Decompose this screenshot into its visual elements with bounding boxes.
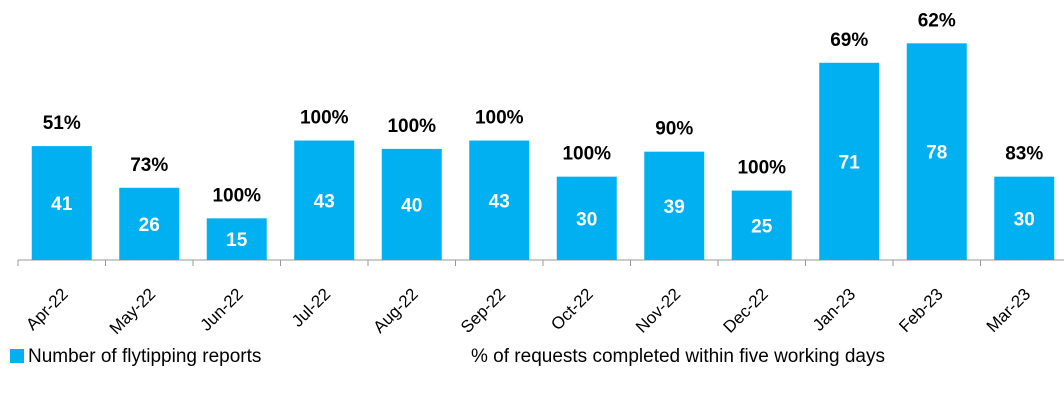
x-tick-label: Sep-22 (457, 285, 509, 337)
bar (469, 140, 530, 260)
percent-label: 90% (655, 119, 693, 140)
x-tick-label: Aug-22 (370, 285, 422, 337)
percent-label: 100% (562, 144, 611, 165)
bar-value-label: 43 (314, 191, 335, 212)
x-tick-label: Dec-22 (720, 285, 772, 337)
bar (31, 146, 92, 260)
bar-value-label: 40 (401, 195, 422, 216)
bar (819, 62, 880, 261)
bar (556, 176, 617, 260)
bar-value-label: 78 (926, 143, 947, 164)
x-tick-label: May-22 (106, 285, 160, 339)
legend: Number of flytipping reports % of reques… (10, 346, 885, 367)
bar (994, 176, 1055, 260)
bar-value-label: 41 (51, 194, 73, 215)
bar-value-label: 30 (1014, 209, 1035, 230)
x-tick-label: Mar-23 (983, 285, 1035, 337)
x-tick-label: Jan-23 (809, 285, 859, 335)
legend-label: Number of flytipping reports (28, 346, 261, 367)
percent-label: 100% (475, 108, 524, 129)
bar (119, 187, 180, 260)
bar-value-label: 30 (576, 209, 597, 230)
x-tick-label: Jun-22 (197, 285, 247, 335)
x-tick-label: Jul-22 (288, 285, 334, 331)
bar (644, 151, 705, 260)
bar (906, 43, 967, 261)
percent-label: 100% (300, 108, 349, 129)
legend-swatch (10, 349, 24, 363)
percent-label: 100% (737, 158, 786, 179)
bar-value-label: 39 (664, 197, 685, 218)
bar-value-label: 71 (839, 152, 861, 173)
bar-value-label: 26 (139, 215, 160, 236)
percent-label: 69% (830, 30, 868, 51)
x-tick-label: Nov-22 (632, 285, 684, 337)
percent-label: 100% (212, 185, 261, 206)
x-tick-label: Apr-22 (22, 285, 72, 335)
bar-value-label: 25 (751, 216, 773, 237)
bar-value-label: 15 (226, 230, 248, 251)
percent-label: 83% (1005, 144, 1043, 165)
bar-value-label: 43 (489, 191, 510, 212)
x-tick-label: Feb-23 (895, 285, 947, 337)
percent-label: 73% (130, 155, 168, 176)
percent-label: 62% (918, 10, 956, 31)
bar (731, 190, 792, 260)
legend-label: % of requests completed within five work… (471, 346, 885, 367)
percent-label: 100% (387, 116, 436, 137)
percent-label: 51% (43, 113, 81, 134)
bar (294, 140, 355, 260)
bar (381, 148, 442, 260)
x-tick-label: Oct-22 (547, 285, 597, 335)
bar (206, 218, 267, 260)
